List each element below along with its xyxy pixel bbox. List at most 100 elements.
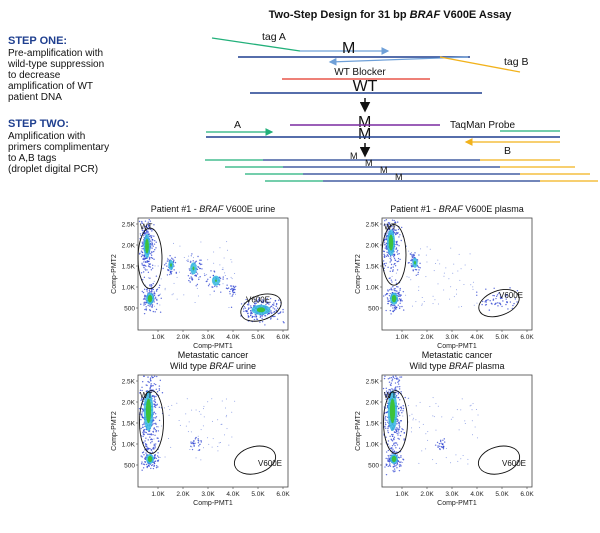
event-dot [387, 231, 389, 233]
event-dot [391, 388, 393, 390]
event-dot [394, 262, 396, 265]
event-dot [143, 454, 145, 456]
event-dot [495, 302, 497, 304]
event-dot [395, 290, 397, 292]
event-dot [152, 310, 155, 313]
event-dot [143, 258, 145, 261]
event-dot [390, 305, 392, 307]
event-dot [387, 255, 390, 257]
event-dot [409, 415, 411, 417]
event-dot [394, 259, 397, 262]
event-dot [398, 307, 401, 310]
event-dot [385, 387, 387, 390]
event-dot [155, 416, 158, 418]
event-dot [393, 436, 396, 438]
y-tick-label: 1.5K [366, 264, 380, 271]
event-dot [155, 443, 157, 445]
event-dot [141, 262, 143, 265]
event-dot [398, 252, 400, 255]
x-tick-label: 5.0K [251, 334, 265, 341]
event-dot [485, 299, 488, 302]
event-dot [470, 404, 472, 406]
event-dot [397, 437, 399, 440]
event-dot [221, 423, 223, 425]
event-dot [250, 312, 252, 315]
event-dot [159, 304, 161, 306]
event-dot [270, 317, 272, 319]
event-dot [179, 424, 181, 426]
event-dot [178, 419, 180, 421]
event-dot [385, 436, 387, 438]
event-dot [399, 234, 401, 236]
event-dot [141, 220, 143, 223]
event-dot [472, 281, 474, 283]
y-axis-label: Comp-PMT2 [355, 411, 362, 451]
event-dot [138, 220, 141, 223]
x-tick-label: 5.0K [251, 491, 265, 498]
event-dot [151, 241, 153, 243]
event-dot [397, 411, 399, 413]
y-tick-label: 2.0K [366, 243, 380, 250]
event-dot [393, 254, 396, 256]
event-dot [146, 226, 149, 229]
event-dot [170, 257, 173, 259]
event-dot [383, 295, 385, 297]
event-dot [253, 302, 256, 305]
event-dot [401, 428, 403, 430]
event-dot [161, 392, 164, 394]
y-tick-label: 1.5K [122, 264, 136, 271]
event-dot [145, 390, 148, 392]
event-dot [143, 429, 145, 432]
event-dot [153, 411, 156, 413]
event-dot [232, 285, 235, 287]
event-dot [385, 246, 388, 248]
event-dot [141, 416, 144, 418]
event-dot [172, 258, 174, 260]
event-dot [423, 300, 425, 302]
event-dot [382, 387, 385, 390]
event-dot [392, 310, 394, 312]
event-dot [410, 259, 412, 262]
event-dot [386, 419, 388, 422]
event-dot [154, 398, 156, 401]
event-dot [257, 298, 260, 300]
event-dot [389, 388, 391, 391]
event-dot [397, 430, 400, 432]
density-peak [389, 398, 396, 424]
event-dot [437, 283, 439, 285]
event-dot [411, 258, 413, 260]
event-dot [383, 267, 385, 270]
event-dot [386, 393, 389, 395]
event-dot [230, 295, 232, 297]
event-dot [155, 388, 157, 390]
event-dot [147, 376, 149, 378]
event-dot [397, 386, 399, 388]
event-dot [384, 423, 387, 426]
event-dot [467, 458, 469, 460]
event-dot [391, 444, 394, 447]
event-dot [499, 294, 502, 296]
gate-label: V600E [246, 295, 270, 304]
event-dot [396, 444, 399, 446]
event-dot [153, 462, 155, 464]
event-dot [176, 402, 178, 404]
text-segment: Patient #1 - [151, 204, 200, 214]
event-dot [393, 451, 396, 453]
event-dot [214, 285, 216, 288]
event-dot [185, 413, 187, 415]
plot-title: Wild type BRAF urine [170, 361, 256, 371]
event-dot [395, 375, 397, 377]
gate [233, 445, 277, 475]
event-dot [485, 301, 487, 303]
event-dot [387, 378, 390, 380]
event-dot [419, 401, 421, 403]
gate-label: WT [140, 223, 153, 232]
event-dot [395, 442, 398, 444]
event-dot [150, 383, 152, 385]
event-dot [200, 441, 203, 443]
event-dot [200, 259, 202, 261]
event-dot [189, 277, 191, 279]
event-dot [222, 267, 224, 269]
gate [240, 293, 282, 322]
